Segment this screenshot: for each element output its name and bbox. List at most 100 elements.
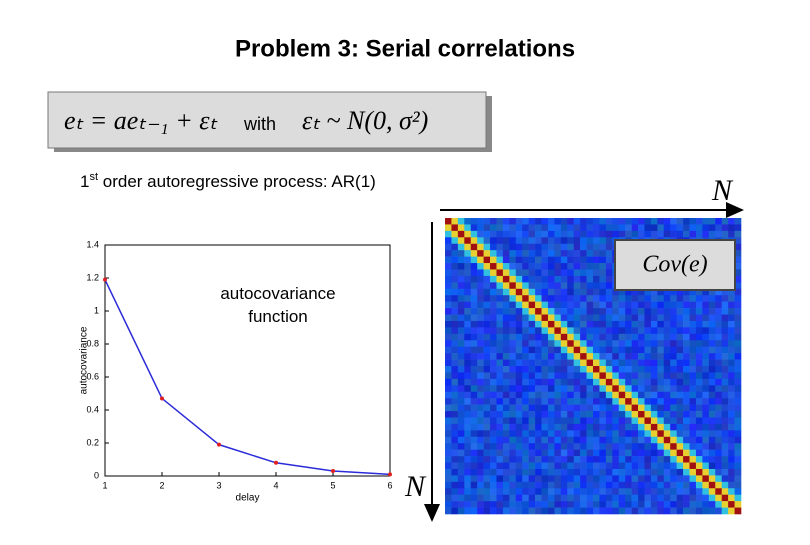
heatmap-cell [586, 494, 594, 502]
heatmap-cell [502, 494, 510, 502]
heatmap-cell [522, 320, 529, 328]
heatmap-cell [554, 398, 562, 405]
heatmap-cell [464, 340, 472, 347]
heatmap-cell [477, 359, 484, 367]
heatmap-cell [734, 237, 742, 245]
heatmap-cell [509, 243, 517, 251]
heatmap-cell [457, 423, 465, 431]
heatmap-cell [593, 218, 600, 225]
heatmap-cell [676, 301, 684, 309]
heatmap-cell [522, 288, 529, 296]
heatmap-cell [477, 320, 484, 328]
heatmap-cell [496, 404, 504, 412]
heatmap-cell [631, 308, 639, 315]
heatmap-cell [638, 295, 645, 302]
heatmap-cell [599, 346, 607, 354]
heatmap-cell [451, 237, 459, 245]
heatmap-cell [625, 378, 632, 386]
heatmap-cell [451, 430, 459, 438]
heatmap-cell [676, 327, 684, 335]
heatmap-cell [644, 430, 652, 438]
heatmap-cell [657, 436, 665, 444]
heatmap-cell [490, 295, 497, 302]
heatmap-cell [631, 456, 639, 463]
heatmap-cell [618, 494, 626, 502]
heatmap-cell [451, 295, 459, 302]
heatmap-cell [445, 359, 452, 367]
heatmap-cell [502, 224, 510, 232]
heatmap-cell [490, 488, 497, 495]
heatmap-cell [535, 333, 542, 341]
heatmap-cell [728, 443, 735, 450]
heatmap-cell [721, 404, 729, 412]
heatmap-cell [483, 359, 491, 367]
heatmap-cell [618, 404, 626, 412]
heatmap-cell [683, 436, 690, 444]
heatmap-cell [528, 494, 536, 502]
heatmap-cell [689, 398, 697, 405]
heatmap-cell [586, 282, 594, 290]
heatmap-cell [631, 314, 639, 322]
heatmap-cell [638, 391, 645, 399]
heatmap-cell [728, 468, 735, 476]
heatmap-cell [509, 462, 517, 470]
heatmap-cell [535, 385, 542, 393]
heatmap-cell [554, 385, 562, 393]
heatmap-cell [490, 346, 497, 354]
heatmap-cell [580, 475, 587, 483]
heatmap-cell [496, 327, 504, 335]
heatmap-cell [464, 449, 472, 457]
heatmap-cell [663, 372, 671, 380]
heatmap-cell [483, 494, 491, 502]
heatmap-cell [477, 436, 484, 444]
heatmap-cell [580, 359, 587, 367]
heatmap-cell [586, 359, 594, 367]
heatmap-cell [586, 372, 594, 380]
heatmap-cell [650, 436, 658, 444]
heatmap-cell [715, 366, 722, 373]
heatmap-cell [670, 218, 677, 225]
heatmap-cell [541, 475, 549, 483]
heatmap-cell [631, 449, 639, 457]
heatmap-cell [593, 295, 600, 302]
heatmap-cell [554, 404, 562, 412]
heatmap-cell [638, 404, 645, 412]
heatmap-cell [496, 218, 504, 225]
heatmap-cell [599, 488, 607, 495]
heatmap-cell [573, 333, 581, 341]
heatmap-cell [483, 456, 491, 463]
heatmap-cell [560, 430, 568, 438]
heatmap-cell [477, 391, 484, 399]
heatmap-cell [573, 404, 581, 412]
heatmap-cell [605, 385, 613, 393]
heatmap-cell [445, 275, 452, 283]
heatmap-cell [477, 411, 484, 418]
heatmap-cell [445, 353, 452, 360]
heatmap-cell [715, 301, 722, 309]
heatmap-cell [580, 423, 587, 431]
heatmap-cell [683, 462, 690, 470]
heatmap-cell [670, 308, 677, 315]
heatmap-cell [560, 333, 568, 341]
heatmap-cell [541, 269, 549, 277]
heatmap-cell [605, 269, 613, 277]
heatmap-cell [522, 462, 529, 470]
heatmap-cell [695, 430, 703, 438]
heatmap-cell [605, 436, 613, 444]
heatmap-cell [522, 224, 529, 232]
heatmap-cell [522, 269, 529, 277]
heatmap-cell [541, 468, 549, 476]
heatmap-cell [586, 443, 594, 450]
heatmap-cell [573, 230, 581, 238]
heatmap-cell [490, 275, 497, 283]
heatmap-cell [567, 353, 574, 360]
heatmap-cell [657, 449, 665, 457]
heatmap-cell [522, 494, 529, 502]
heatmap-cell [695, 378, 703, 386]
heatmap-cell [573, 237, 581, 245]
heatmap-cell [683, 494, 690, 502]
heatmap-cell [573, 295, 581, 302]
heatmap-cell [547, 417, 555, 425]
heatmap-cell [702, 295, 710, 302]
heatmap-cell [560, 385, 568, 393]
